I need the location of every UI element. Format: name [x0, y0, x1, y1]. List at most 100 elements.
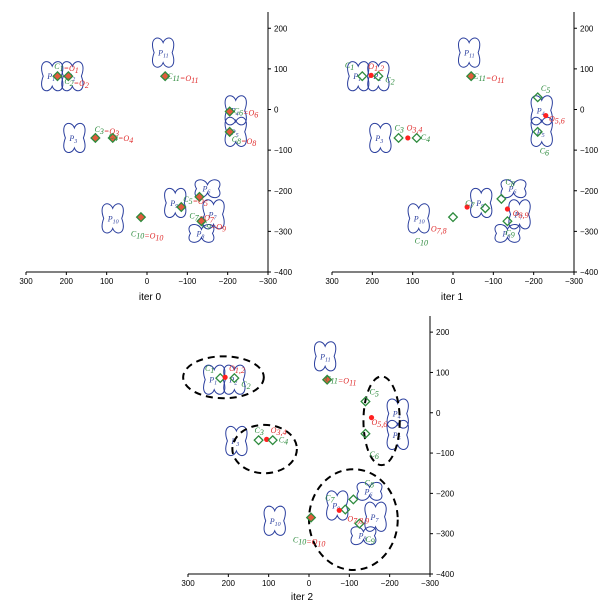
- panel-caption: iter 0: [139, 292, 162, 303]
- estimate-dot: [405, 135, 411, 141]
- y-tick-label: −100: [580, 146, 599, 155]
- point-label: C9: [505, 228, 514, 239]
- merged-marker: [107, 132, 118, 144]
- centroid-marker: [480, 202, 491, 214]
- agent-5-shape: [224, 116, 247, 147]
- agent-4-shape: [530, 95, 553, 126]
- point-label: O7,8: [431, 224, 447, 235]
- agent-9-label: P9: [475, 199, 484, 210]
- x-tick-label: 0: [145, 277, 150, 286]
- agent-11-label: P11: [463, 49, 474, 60]
- agent-8-label: P8: [195, 229, 204, 240]
- agent-11-shape: [152, 37, 175, 68]
- panel-iter-2: 300 200 100 0 −100 −200 −300 200 100 0 −100 −200 −30…: [181, 316, 455, 603]
- centroid-marker: [532, 92, 543, 103]
- x-tick-label: −200: [525, 277, 544, 286]
- panel-iter-1: 300 200 100 0 −100 −200 −300 200 100 0 −100 −200 −30…: [325, 12, 599, 303]
- centroid-marker: [447, 211, 459, 223]
- agent-9-label: P9: [169, 199, 178, 210]
- x-tick-label: 200: [60, 277, 74, 286]
- estimate-dot: [264, 436, 270, 442]
- agent-10-label: P10: [269, 517, 281, 528]
- x-tick-label: −300: [421, 579, 440, 588]
- agent-11-shape: [458, 37, 481, 68]
- centroid-marker: [360, 428, 371, 439]
- centroid-marker: [357, 70, 368, 82]
- estimate-dot: [368, 414, 375, 421]
- point-label: C7=O7: [189, 211, 215, 224]
- panel-iter-0: 300 200 100 0 −100 −200 −300 200 100 0 −100 −200 −30…: [19, 12, 293, 303]
- point-label: C3=O3: [95, 125, 120, 138]
- x-tick-label: −200: [219, 277, 238, 286]
- agent-8-label: P8: [357, 532, 366, 543]
- agent-2-shape: [61, 61, 84, 92]
- point-label: C1: [205, 364, 214, 375]
- agent-4-shape: [386, 398, 409, 429]
- point-label: C4=O4: [109, 132, 134, 145]
- x-tick-label: −100: [340, 579, 359, 588]
- y-tick-label: −100: [274, 146, 293, 155]
- merged-marker: [465, 70, 477, 82]
- merged-marker: [176, 201, 187, 213]
- y-tick-label: −200: [436, 489, 455, 498]
- point-label: C6=O6: [234, 107, 259, 120]
- agent-3-shape: [225, 425, 248, 457]
- agent-1-label: P1: [352, 72, 361, 83]
- agent-1-label: P1: [208, 376, 217, 387]
- agent-2-shape: [223, 364, 246, 395]
- y-tick-label: −400: [274, 268, 293, 277]
- x-tick-label: 300: [19, 277, 33, 286]
- point-label: C9: [365, 535, 374, 546]
- agent-7-shape: [508, 199, 531, 230]
- agent-6-label: P6: [508, 185, 517, 196]
- x-tick-label: 300: [325, 277, 339, 286]
- point-label: C7: [465, 199, 475, 210]
- agent-9-shape: [470, 187, 493, 218]
- estimate-dot: [504, 206, 511, 212]
- agent-4-label: P4: [536, 106, 545, 117]
- point-label: O5,6: [372, 418, 388, 429]
- centroid-marker: [373, 70, 384, 82]
- y-tick-label: 0: [274, 106, 279, 115]
- merged-marker: [135, 211, 147, 223]
- point-label: C2=O2: [64, 77, 89, 90]
- x-tick-label: −300: [565, 277, 584, 286]
- centroid-marker: [496, 193, 507, 205]
- agent-10-shape: [263, 505, 286, 536]
- centroid-marker: [348, 494, 359, 505]
- agent-8-shape: [188, 224, 215, 243]
- point-label: C11=O11: [167, 72, 198, 85]
- y-tick-label: 100: [436, 368, 450, 377]
- centroid-marker: [354, 518, 365, 529]
- y-tick-label: −200: [274, 187, 293, 196]
- point-label: C5: [541, 84, 550, 95]
- agent-5-shape: [530, 116, 553, 147]
- centroid-marker: [532, 126, 543, 138]
- point-label: O1,2: [229, 364, 245, 375]
- point-label: C4: [421, 133, 430, 144]
- agent-7-label: P7: [208, 210, 218, 221]
- agent-7-label: P7: [370, 513, 380, 524]
- agent-6-shape: [500, 179, 527, 199]
- point-label: C6: [540, 146, 549, 157]
- y-tick-label: −100: [436, 449, 455, 458]
- centroid-marker: [253, 434, 264, 446]
- point-label: C8: [365, 478, 374, 489]
- estimate-dot: [543, 112, 549, 119]
- agent-11-label: P11: [157, 49, 168, 60]
- merged-marker: [321, 374, 333, 385]
- centroid-marker: [502, 215, 513, 227]
- agent-6-shape: [356, 481, 383, 501]
- y-tick-label: 100: [580, 65, 594, 74]
- x-tick-label: −100: [484, 277, 503, 286]
- point-label: O1,2: [368, 62, 384, 73]
- point-label: C8=O8: [232, 135, 257, 148]
- agent-9-shape: [164, 187, 187, 218]
- agent-1-label: P1: [46, 72, 55, 83]
- panel-caption: iter 1: [441, 292, 464, 303]
- x-tick-label: 100: [262, 579, 276, 588]
- merged-marker: [52, 70, 63, 82]
- y-tick-label: 200: [580, 24, 594, 33]
- agent-5-label: P5: [536, 128, 545, 139]
